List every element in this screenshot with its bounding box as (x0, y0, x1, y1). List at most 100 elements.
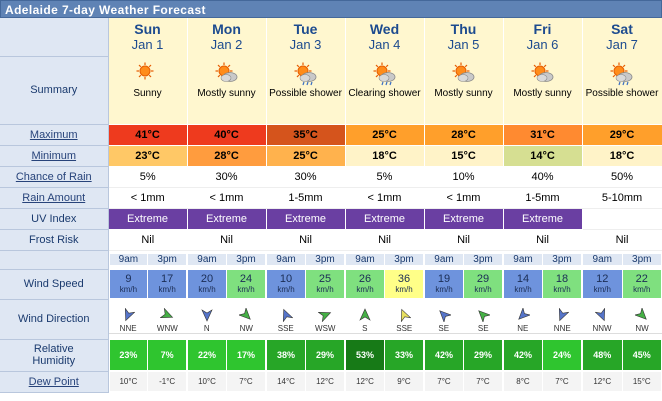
summary-label: Summary (0, 56, 109, 125)
humidity-value: 22% (187, 339, 227, 371)
humidity-value: 33% (384, 339, 424, 371)
rain-amount: < 1mm (187, 187, 266, 209)
day-name: Fri (533, 21, 552, 37)
wind-arrow-icon (282, 308, 293, 322)
minimum-link[interactable]: Minimum (0, 145, 109, 167)
wind-direction: S (345, 304, 385, 334)
frost-risk: Nil (345, 229, 424, 251)
max-temp: 29°C (581, 123, 662, 146)
wind-direction: NNE (108, 304, 148, 334)
wind-direction: SE (463, 304, 503, 334)
wind-direction: WSW (305, 304, 345, 334)
wind-speed: 20 km/h (187, 269, 227, 299)
min-temp: 23°C (107, 144, 188, 167)
maximum-link[interactable]: Maximum (0, 124, 109, 146)
frost-risk: Nil (266, 229, 345, 251)
frost-risk-label: Frost Risk (0, 229, 109, 251)
day-date: Jan 2 (210, 37, 243, 52)
dew-point-value: 7°C (226, 371, 266, 392)
mostly-sunny-icon (215, 62, 237, 82)
hour-label: 9am (582, 253, 623, 267)
wind-arrow-icon (318, 311, 332, 322)
wind-arrow-icon (125, 307, 136, 321)
rain-amount: < 1mm (345, 187, 424, 209)
day-header: Thu Jan 5 (424, 18, 504, 56)
humidity-value: 29% (463, 339, 503, 371)
humidity-value: 48% (582, 339, 623, 371)
min-temp: 25°C (265, 144, 346, 167)
summary-cell: Possible shower (266, 56, 346, 124)
rain-amount: < 1mm (108, 187, 187, 209)
day-header: Wed Jan 4 (345, 18, 425, 56)
uv-index: Extreme (502, 207, 583, 230)
humidity-value: 42% (503, 339, 543, 371)
possible-shower-icon (610, 62, 633, 86)
mostly-sunny-icon (531, 62, 553, 82)
day-header: Tue Jan 3 (266, 18, 346, 56)
frost-risk: Nil (187, 229, 266, 251)
rain-chance: 40% (503, 166, 582, 188)
humidity-value: 7% (147, 339, 187, 371)
rain-amount-link[interactable]: Rain Amount (0, 187, 109, 209)
wind-arrow-icon (359, 307, 371, 321)
dew-point-link[interactable]: Dew Point (0, 371, 109, 393)
dew-point-value: 10°C (108, 371, 149, 392)
rain-amount: < 1mm (424, 187, 503, 209)
wind-speed-label: Wind Speed (0, 269, 109, 300)
humidity-value: 53% (345, 339, 385, 371)
dew-point-value: 12°C (305, 371, 345, 392)
day-name: Mon (212, 21, 241, 37)
rain-amount: 5-10mm (582, 187, 662, 209)
day-name: Wed (369, 21, 400, 37)
wind-direction: WNW (147, 304, 187, 334)
day-date: Jan 4 (368, 37, 401, 52)
frost-risk: Nil (108, 229, 187, 251)
summary-cell: Mostly sunny (503, 56, 583, 124)
wind-arrow-icon (160, 307, 174, 318)
hour-label: 3pm (621, 253, 662, 267)
wind-arrow-icon (239, 307, 252, 320)
day-date: Jan 3 (289, 37, 322, 52)
rain-amount: 1-5mm (266, 187, 345, 209)
summary-text: Sunny (133, 88, 162, 99)
dew-point-value: 9°C (384, 371, 424, 392)
humidity-value: 38% (266, 339, 306, 371)
summary-text: Possible shower (269, 88, 342, 99)
summary-text: Mostly sunny (197, 88, 256, 99)
day-name: Sat (611, 21, 633, 37)
wind-speed: 36 km/h (384, 269, 424, 299)
humidity-value: 24% (542, 339, 582, 371)
wind-arrow-icon (201, 308, 213, 322)
uv-index-empty (582, 208, 662, 230)
possible-shower-icon (294, 62, 316, 86)
max-temp: 28°C (423, 123, 504, 146)
hour-label: 9am (503, 253, 543, 267)
frost-risk: Nil (503, 229, 582, 251)
wind-speed: 19 km/h (424, 269, 464, 299)
wind-arrow-icon (478, 309, 491, 322)
hour-label: 9am (424, 253, 464, 267)
dew-point-value: 10°C (187, 371, 227, 392)
frost-risk: Nil (424, 229, 503, 251)
summary-text: Mostly sunny (513, 88, 572, 99)
chance-of-rain-link[interactable]: Chance of Rain (0, 166, 109, 188)
summary-cell: Clearing shower (345, 56, 425, 124)
max-temp: 41°C (107, 123, 188, 146)
wind-arrow-icon (635, 307, 647, 320)
humidity-value: 45% (621, 339, 662, 371)
uv-index: Extreme (344, 207, 425, 230)
relative-humidity-label: Relative Humidity (0, 339, 109, 372)
uv-index-label: UV Index (0, 208, 109, 230)
forecast-table: Sun Jan 1 Mon Jan 2 Tue Jan 3 Wed Jan 4 Thu Jan 5… (0, 18, 662, 393)
wind-speed: 14 km/h (503, 269, 543, 299)
hour-label: 9am (187, 253, 227, 267)
wind-direction-label: Wind Direction (0, 299, 109, 340)
hour-label: 3pm (384, 253, 424, 267)
wind-arrow-icon (438, 309, 451, 322)
hour-label: 9am (266, 253, 306, 267)
max-temp: 35°C (265, 123, 346, 146)
min-temp: 18°C (581, 144, 662, 167)
day-header: Sun Jan 1 (108, 18, 188, 56)
hour-label: 3pm (305, 253, 345, 267)
wind-speed: 25 km/h (305, 269, 345, 299)
